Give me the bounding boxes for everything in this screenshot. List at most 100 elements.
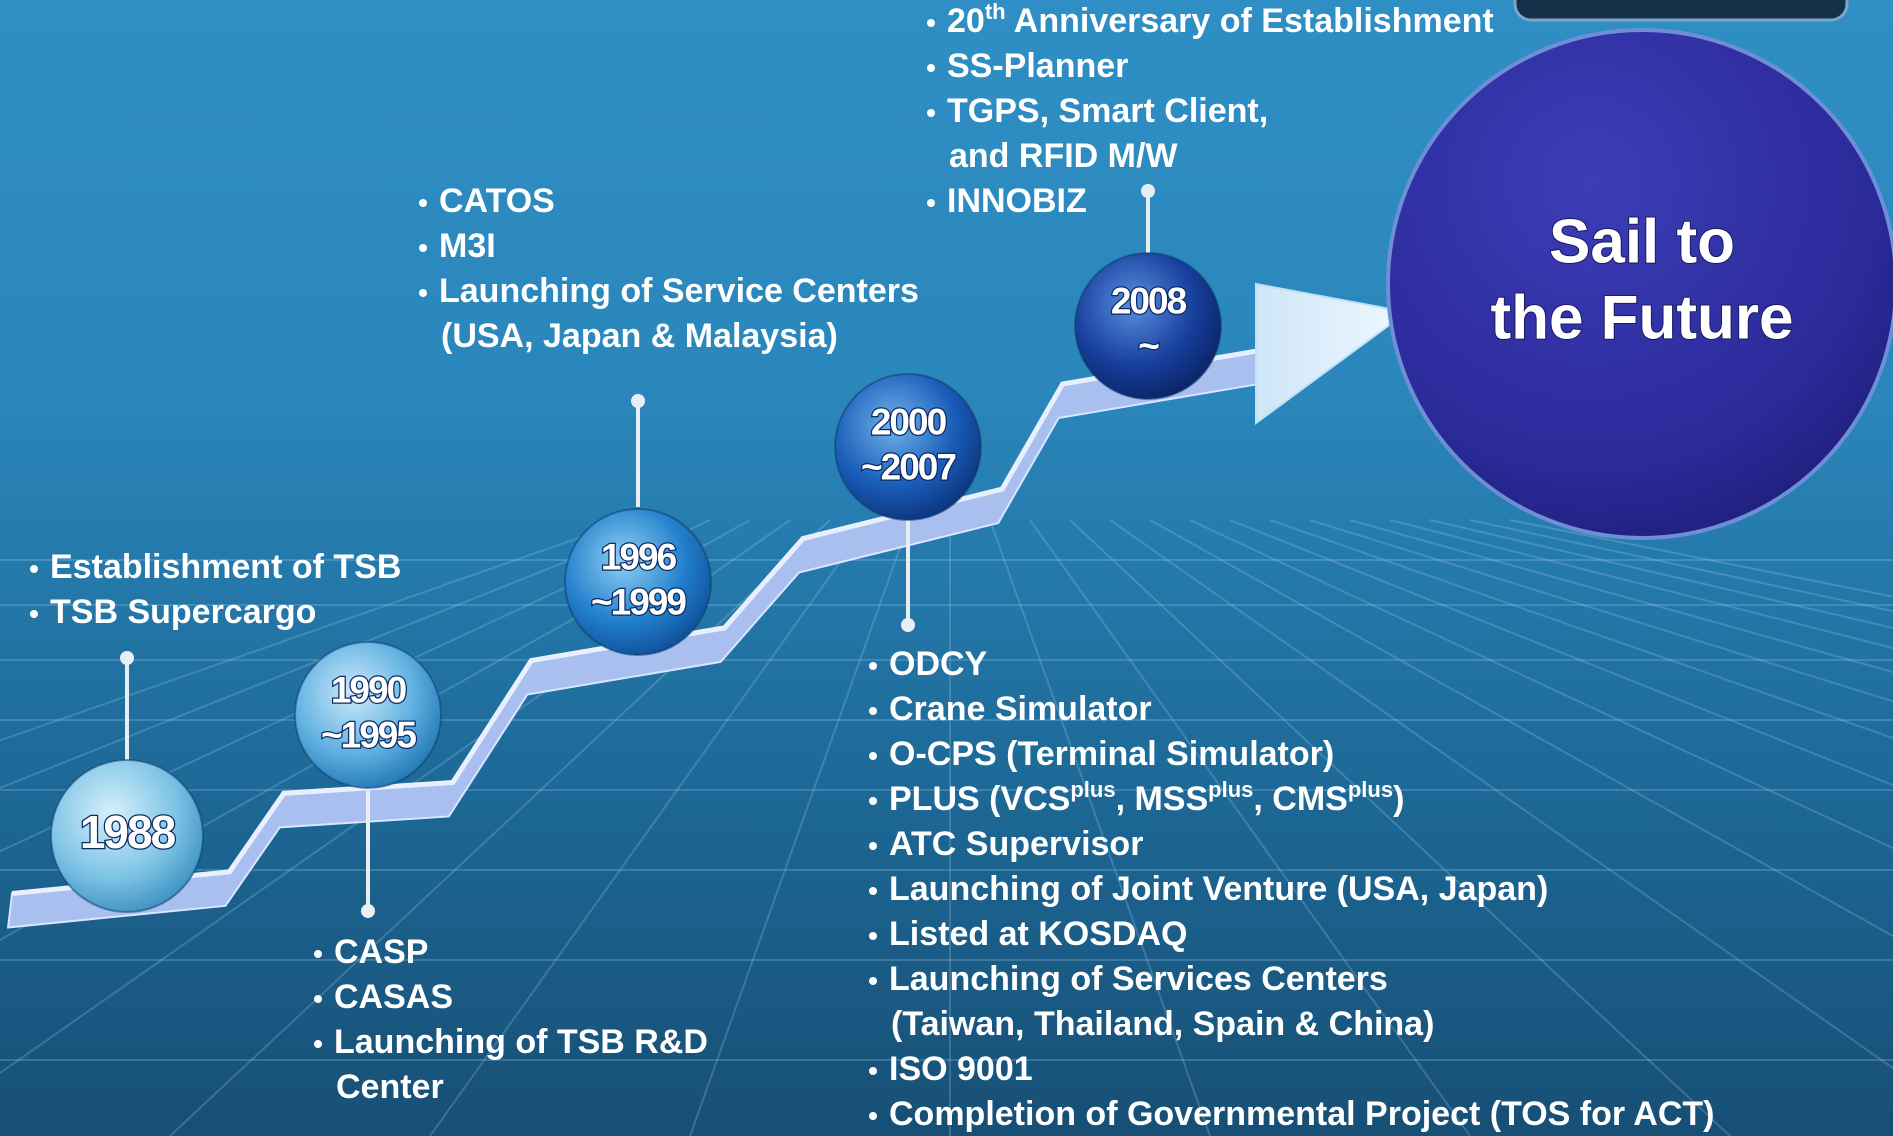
item-text-part: , CMS xyxy=(1253,780,1347,818)
grid-line xyxy=(0,519,671,790)
goal-circle xyxy=(1386,28,1893,540)
year-label: ~2007 xyxy=(861,446,955,487)
bullet xyxy=(419,289,427,297)
milestones: 1988 Establishment of TSB TSB Supercargo 19… xyxy=(30,0,1715,1133)
item-text: CASAS xyxy=(334,978,453,1016)
connector-dot xyxy=(631,394,645,408)
bullet xyxy=(869,932,877,940)
grid-line xyxy=(1029,519,1471,1136)
item-text: and RFID M/W xyxy=(949,137,1178,175)
grid-line xyxy=(1109,519,1893,1070)
grid-line xyxy=(1149,519,1893,938)
grid-line xyxy=(1429,519,1893,630)
bullet xyxy=(314,995,322,1003)
item-text: ATC Supervisor xyxy=(889,825,1143,863)
bullet xyxy=(869,1112,877,1120)
item-text: Establishment of TSB xyxy=(50,548,401,586)
item-text-part: Anniversary of Establishment xyxy=(1006,2,1494,40)
item-text: Listed at KOSDAQ xyxy=(889,915,1187,953)
grid-line xyxy=(0,519,711,853)
bullet xyxy=(869,752,877,760)
superscript: th xyxy=(985,0,1006,24)
year-ball xyxy=(1074,252,1222,400)
item-text: ISO 9001 xyxy=(889,1050,1033,1088)
bullet xyxy=(419,244,427,252)
year-label: 1988 xyxy=(80,806,176,858)
grid-line xyxy=(1389,519,1893,650)
bullet xyxy=(927,199,935,207)
bullet xyxy=(927,64,935,72)
goal-text: the Future xyxy=(1490,283,1793,352)
bullet xyxy=(927,19,935,27)
grid-line xyxy=(429,519,871,1136)
bullet xyxy=(869,887,877,895)
bullet xyxy=(869,662,877,670)
grid-line xyxy=(0,519,631,742)
bullet xyxy=(869,797,877,805)
bullet xyxy=(869,1067,877,1075)
bullet xyxy=(869,842,877,850)
superscript: plus xyxy=(1208,777,1253,802)
corner-tab xyxy=(1513,0,1849,22)
year-label: 2000 xyxy=(871,401,947,442)
item-text-part: PLUS (VCS xyxy=(889,780,1070,818)
connector-dot xyxy=(1141,184,1155,198)
bullet xyxy=(419,199,427,207)
bullet xyxy=(30,565,38,573)
year-ball xyxy=(50,759,204,913)
item-text: PLUS (VCSplus, MSSplus, CMSplus) xyxy=(889,777,1404,818)
grid-line xyxy=(1269,519,1893,740)
year-label: 2008 xyxy=(1111,280,1187,321)
bullet xyxy=(927,109,935,117)
grid-line xyxy=(1229,519,1893,787)
year-ball xyxy=(564,508,712,656)
superscript: plus xyxy=(1070,777,1115,802)
grid-line xyxy=(1189,519,1893,850)
year-label: ~1999 xyxy=(591,581,686,622)
item-text: INNOBIZ xyxy=(947,182,1087,220)
item-text-part: ) xyxy=(1393,780,1404,818)
year-label: ~1995 xyxy=(321,714,416,755)
grid-line xyxy=(1069,519,1731,1136)
item-text: Completion of Governmental Project (TOS … xyxy=(889,1095,1715,1133)
bullet xyxy=(314,950,322,958)
item-text: CASP xyxy=(334,933,428,971)
bullet xyxy=(869,707,877,715)
grid-line xyxy=(169,519,831,1136)
bullet xyxy=(314,1040,322,1048)
grid-line xyxy=(1309,519,1893,703)
goal-text: Sail to xyxy=(1549,207,1735,276)
item-text: Launching of TSB R&D xyxy=(334,1023,708,1061)
year-label: 1996 xyxy=(601,536,677,577)
year-label: ~ xyxy=(1138,325,1159,366)
item-text-part: , MSS xyxy=(1116,780,1209,818)
bullet xyxy=(30,610,38,618)
item-text: (USA, Japan & Malaysia) xyxy=(441,317,838,355)
item-text: TGPS, Smart Client, xyxy=(947,92,1268,130)
year-label: 1990 xyxy=(331,669,407,710)
item-text: Launching of Joint Venture (USA, Japan) xyxy=(889,870,1548,908)
grid-line xyxy=(1349,519,1893,674)
item-text: Launching of Service Centers xyxy=(439,272,919,310)
item-text: 20th Anniversary of Establishment xyxy=(947,0,1494,40)
item-text-part: 20 xyxy=(947,2,985,40)
background-grid xyxy=(0,519,1893,1136)
connector-dot xyxy=(901,618,915,632)
grid-line xyxy=(989,519,1211,1136)
item-text: ODCY xyxy=(889,645,988,683)
item-text: O-CPS (Terminal Simulator) xyxy=(889,735,1334,773)
arrow xyxy=(1255,282,1410,425)
item-text: (Taiwan, Thailand, Spain & China) xyxy=(891,1005,1434,1043)
item-text: Center xyxy=(336,1068,444,1106)
item-text: Launching of Services Centers xyxy=(889,960,1388,998)
year-ball xyxy=(834,373,982,521)
superscript: plus xyxy=(1348,777,1393,802)
year-ball xyxy=(294,641,442,789)
item-text: Crane Simulator xyxy=(889,690,1152,728)
bullet xyxy=(869,977,877,985)
item-text: M3I xyxy=(439,227,496,265)
item-text: SS-Planner xyxy=(947,47,1128,85)
item-text: TSB Supercargo xyxy=(50,593,316,631)
grid-line xyxy=(689,519,911,1136)
